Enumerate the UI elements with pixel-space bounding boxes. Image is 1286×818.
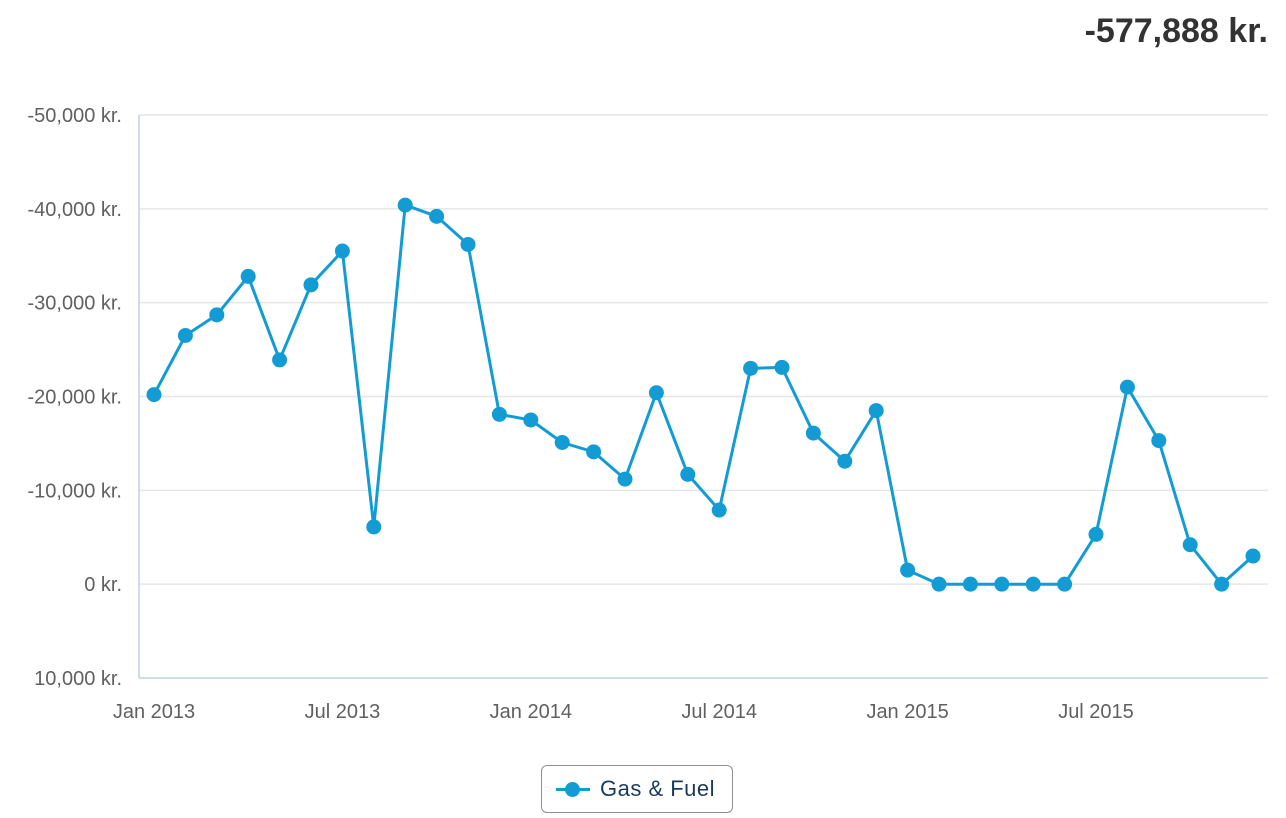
data-point[interactable]: [994, 576, 1010, 592]
data-point[interactable]: [805, 425, 821, 441]
x-tick-label: Jan 2013: [113, 701, 195, 723]
data-point[interactable]: [1151, 433, 1167, 449]
legend-label: Gas & Fuel: [600, 776, 716, 801]
y-tick-label: -40,000 kr.: [27, 199, 122, 221]
data-point[interactable]: [1214, 576, 1230, 592]
data-point[interactable]: [1119, 379, 1135, 395]
data-point[interactable]: [743, 360, 759, 376]
data-point[interactable]: [900, 562, 916, 578]
y-tick-label: 10,000 kr.: [34, 668, 122, 690]
data-point[interactable]: [303, 277, 319, 293]
y-tick-label: -30,000 kr.: [27, 293, 122, 315]
data-point[interactable]: [837, 453, 853, 469]
x-tick-label: Jan 2015: [866, 701, 948, 723]
data-point[interactable]: [931, 576, 947, 592]
data-point[interactable]: [680, 466, 696, 482]
data-point[interactable]: [617, 471, 633, 487]
data-point[interactable]: [397, 197, 413, 213]
y-tick-label: -20,000 kr.: [27, 387, 122, 409]
series-line: [152, 203, 1255, 586]
y-tick-label: -10,000 kr.: [27, 480, 122, 502]
legend-item-gas-fuel[interactable]: Gas & Fuel: [541, 765, 733, 813]
data-point[interactable]: [1088, 526, 1104, 542]
x-tick-label: Jul 2014: [681, 701, 757, 723]
legend-dot: [565, 782, 580, 797]
data-point[interactable]: [240, 268, 256, 284]
data-point[interactable]: [962, 576, 978, 592]
data-point[interactable]: [1025, 576, 1041, 592]
data-point[interactable]: [1182, 537, 1198, 553]
x-tick-label: Jul 2013: [305, 701, 381, 723]
data-point[interactable]: [1245, 548, 1261, 564]
y-tick-label: -50,000 kr.: [27, 105, 122, 127]
data-point[interactable]: [334, 243, 350, 259]
y-tick-label: 0 kr.: [84, 574, 122, 596]
x-tick-label: Jan 2014: [490, 701, 572, 723]
data-point[interactable]: [586, 444, 602, 460]
data-point[interactable]: [1057, 576, 1073, 592]
data-point[interactable]: [711, 502, 727, 518]
data-point[interactable]: [366, 519, 382, 535]
data-point[interactable]: [774, 359, 790, 375]
data-point[interactable]: [868, 403, 884, 419]
data-point[interactable]: [460, 236, 476, 252]
legend-line-marker-icon: [556, 779, 590, 799]
data-point[interactable]: [272, 352, 288, 368]
data-point[interactable]: [177, 328, 193, 344]
data-point[interactable]: [146, 387, 162, 403]
data-point[interactable]: [491, 406, 507, 422]
data-point[interactable]: [523, 412, 539, 428]
data-point[interactable]: [429, 208, 445, 224]
x-tick-label: Jul 2015: [1058, 701, 1134, 723]
data-point[interactable]: [648, 385, 664, 401]
data-point[interactable]: [554, 434, 570, 450]
total-amount: -577,888 kr.: [1084, 12, 1268, 50]
data-point[interactable]: [209, 307, 225, 323]
